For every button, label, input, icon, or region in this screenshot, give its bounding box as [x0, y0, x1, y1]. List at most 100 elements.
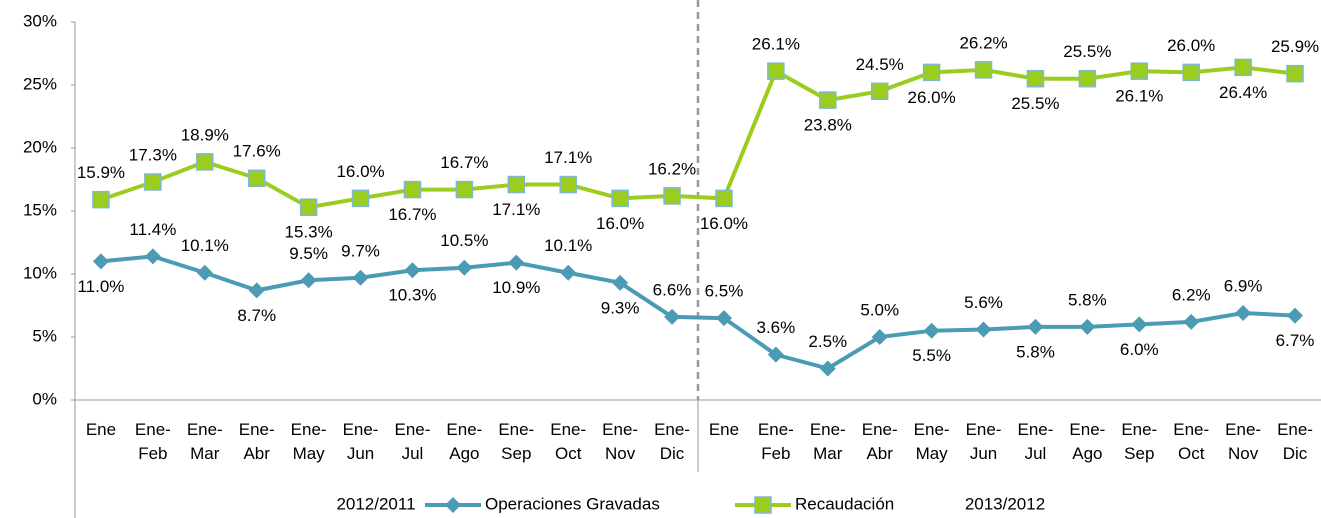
x-tick-label: Ene-Jun: [965, 420, 1002, 463]
group-label: 2013/2012: [965, 494, 1045, 513]
x-tick-label: Ene-Mar: [809, 420, 846, 463]
data-label: 17.6%: [233, 142, 281, 161]
data-label: 24.5%: [856, 55, 904, 74]
legend-marker: [445, 497, 461, 513]
x-tick-label: Ene-Abr: [861, 420, 898, 463]
marker: [767, 62, 785, 80]
legend-label: Operaciones Gravadas: [485, 494, 660, 513]
data-label: 9.5%: [289, 244, 328, 263]
data-label: 3.6%: [757, 318, 796, 337]
marker: [819, 360, 836, 377]
marker: [300, 272, 317, 289]
x-tick-label: Ene-May: [290, 420, 327, 463]
data-label: 5.5%: [912, 346, 951, 365]
marker: [767, 346, 784, 363]
data-label: 9.7%: [341, 241, 380, 260]
data-label: 23.8%: [804, 116, 852, 135]
marker: [871, 329, 888, 345]
x-tick-label: Ene-Nov: [602, 420, 639, 463]
data-label: 26.1%: [1115, 87, 1163, 106]
data-label: 5.8%: [1016, 342, 1055, 361]
marker: [196, 264, 213, 281]
data-label: 17.3%: [129, 146, 177, 165]
data-label: 16.0%: [336, 162, 384, 181]
data-label: 25.9%: [1271, 37, 1319, 56]
marker: [248, 282, 265, 299]
data-label: 9.3%: [601, 298, 640, 317]
data-label: 5.8%: [1068, 290, 1107, 309]
marker: [870, 82, 889, 101]
marker: [456, 259, 473, 276]
marker: [560, 264, 577, 281]
marker: [196, 153, 214, 171]
x-tick-label: Ene-Oct: [1173, 420, 1210, 463]
marker: [1078, 69, 1097, 88]
marker: [1026, 69, 1045, 88]
y-tick-label: 30%: [23, 11, 57, 30]
y-tick-label: 15%: [23, 200, 57, 219]
x-tick-label: Ene-Feb: [134, 420, 171, 463]
x-tick-label: Ene-Jun: [342, 420, 379, 463]
marker: [299, 198, 318, 216]
x-tick-label: Ene: [85, 420, 117, 439]
data-label: 10.3%: [388, 286, 436, 305]
marker: [351, 189, 370, 208]
data-label: 26.2%: [959, 33, 1007, 52]
data-label: 6.2%: [1172, 285, 1211, 304]
data-label: 17.1%: [544, 148, 592, 167]
marker: [559, 175, 577, 194]
x-tick-label: Ene-Abr: [238, 420, 275, 463]
marker: [1287, 307, 1304, 324]
data-label: 16.7%: [440, 153, 488, 172]
marker: [508, 254, 525, 271]
y-tick-label: 20%: [23, 137, 57, 156]
marker: [404, 262, 421, 279]
y-tick-label: 5%: [32, 326, 57, 345]
legend-label: Recaudación: [795, 494, 894, 513]
marker: [144, 248, 161, 265]
x-tick-label: Ene-Mar: [186, 420, 223, 463]
data-label: 15.9%: [77, 163, 125, 182]
x-tick-label: Ene: [708, 420, 740, 439]
legend-marker: [754, 496, 772, 514]
data-label: 16.2%: [648, 159, 696, 178]
marker: [1235, 305, 1252, 322]
group-label: 2012/2011: [336, 494, 415, 513]
data-label: 16.7%: [388, 205, 436, 224]
data-label: 6.9%: [1224, 277, 1263, 296]
marker: [1286, 64, 1304, 83]
data-label: 6.7%: [1276, 331, 1315, 350]
marker: [1130, 62, 1149, 80]
marker: [819, 91, 837, 109]
data-label: 10.1%: [181, 236, 229, 255]
data-label: 10.9%: [492, 278, 540, 297]
marker: [923, 322, 940, 339]
marker: [92, 190, 110, 209]
series-line: [100, 254, 1296, 371]
marker: [715, 189, 733, 208]
x-tick-label: Ene-Dic: [654, 420, 690, 463]
x-tick-label: Ene-Feb: [757, 420, 794, 463]
data-label: 6.5%: [705, 282, 744, 301]
data-label: 16.0%: [700, 214, 748, 233]
x-tick-label: Ene-Dic: [1277, 420, 1313, 463]
marker: [715, 310, 732, 327]
marker: [611, 189, 629, 208]
marker: [1079, 318, 1096, 335]
marker: [1182, 63, 1200, 82]
data-label: 5.6%: [964, 293, 1003, 312]
x-tick-label: Ene-Ago: [446, 420, 483, 463]
data-label: 26.1%: [752, 35, 800, 54]
y-tick-label: 0%: [32, 389, 57, 408]
marker: [1234, 58, 1252, 77]
x-tick-label: Ene-Jul: [1017, 420, 1054, 463]
marker: [1183, 313, 1200, 330]
marker: [1027, 318, 1044, 335]
x-tick-label: Ene-Sep: [1121, 420, 1158, 463]
y-tick-label: 25%: [23, 74, 57, 93]
data-label: 6.6%: [653, 280, 692, 299]
x-tick-label: Ene-Ago: [1069, 420, 1106, 463]
data-label: 17.1%: [492, 200, 540, 219]
x-tick-label: Ene-Sep: [498, 420, 535, 463]
marker: [352, 269, 369, 286]
